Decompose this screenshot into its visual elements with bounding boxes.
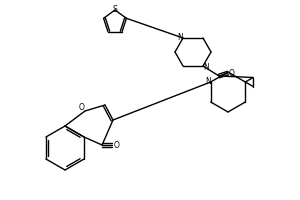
Text: N: N bbox=[205, 76, 211, 86]
Text: N: N bbox=[203, 62, 209, 72]
Text: S: S bbox=[112, 5, 117, 15]
Text: O: O bbox=[79, 104, 85, 112]
Text: O: O bbox=[229, 68, 235, 77]
Text: O: O bbox=[114, 140, 120, 150]
Text: N: N bbox=[177, 32, 183, 42]
